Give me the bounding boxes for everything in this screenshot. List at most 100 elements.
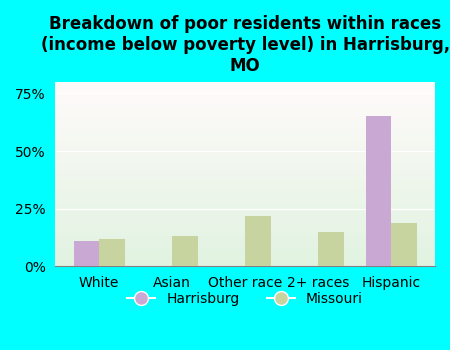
Bar (55, 222, 435, 224)
Bar (55, 200, 435, 202)
Bar (318, 232, 344, 266)
Bar (245, 216, 271, 266)
Bar (55, 128, 435, 130)
Bar (55, 167, 435, 169)
Bar (55, 246, 435, 248)
Bar (55, 180, 435, 182)
Bar (55, 182, 435, 183)
Bar (55, 133, 435, 135)
Bar (55, 135, 435, 137)
Bar (55, 124, 435, 126)
Bar (172, 237, 198, 266)
Bar (55, 244, 435, 246)
Bar (55, 252, 435, 253)
Bar (55, 126, 435, 128)
Bar (55, 89, 435, 91)
Bar (55, 113, 435, 115)
Bar (55, 169, 435, 170)
Bar (55, 178, 435, 180)
Bar (55, 248, 435, 250)
Bar (55, 91, 435, 93)
Bar (55, 193, 435, 194)
Bar (55, 93, 435, 94)
Bar (55, 170, 435, 172)
Bar (55, 165, 435, 167)
Bar (55, 235, 435, 237)
Bar (55, 132, 435, 133)
Bar (55, 209, 435, 211)
Bar (55, 119, 435, 120)
Bar (55, 115, 435, 117)
Bar (55, 130, 435, 132)
Bar (55, 261, 435, 263)
Bar (55, 163, 435, 165)
Bar (55, 265, 435, 266)
Bar (55, 226, 435, 228)
Bar (55, 104, 435, 106)
Bar (55, 110, 435, 111)
Bar (55, 148, 435, 150)
Bar (55, 106, 435, 107)
Bar (55, 263, 435, 265)
Bar (55, 85, 435, 87)
Bar (55, 259, 435, 261)
Bar (55, 174, 435, 176)
Bar (55, 233, 435, 235)
Bar (55, 102, 435, 104)
Bar (55, 122, 435, 124)
Bar (55, 159, 435, 161)
Bar (55, 176, 435, 178)
Bar (55, 207, 435, 209)
Bar (55, 87, 435, 89)
Bar (55, 218, 435, 220)
Bar (55, 211, 435, 213)
Bar (55, 84, 435, 85)
Title: Breakdown of poor residents within races
(income below poverty level) in Harrisb: Breakdown of poor residents within races… (40, 15, 450, 75)
Bar (55, 154, 435, 156)
Bar (55, 228, 435, 230)
Bar (55, 239, 435, 240)
Bar (55, 257, 435, 259)
Bar (55, 150, 435, 152)
Bar (55, 187, 435, 189)
Bar (55, 158, 435, 159)
Bar (55, 141, 435, 143)
Bar (55, 215, 435, 217)
Bar (55, 185, 435, 187)
Bar (55, 111, 435, 113)
Bar (55, 213, 435, 215)
Bar (55, 230, 435, 231)
Bar (55, 194, 435, 196)
Bar (55, 243, 435, 244)
Bar (55, 139, 435, 141)
Bar (55, 205, 435, 207)
Bar (55, 120, 435, 122)
Bar (55, 224, 435, 226)
Bar (55, 183, 435, 185)
Bar (55, 145, 435, 146)
Bar (55, 146, 435, 148)
Legend: Harrisburg, Missouri: Harrisburg, Missouri (122, 286, 369, 311)
Bar (55, 231, 435, 233)
Bar (55, 172, 435, 174)
Bar (55, 250, 435, 252)
Bar (55, 137, 435, 139)
Bar (55, 94, 435, 97)
Bar (55, 152, 435, 154)
Bar (55, 107, 435, 110)
Bar (391, 223, 417, 266)
Bar (55, 202, 435, 204)
Bar (74, 241, 99, 266)
Bar (55, 240, 435, 243)
Bar (55, 161, 435, 163)
Bar (55, 98, 435, 100)
Bar (55, 253, 435, 256)
Bar (55, 97, 435, 98)
Bar (55, 156, 435, 158)
Bar (55, 237, 435, 239)
Bar (55, 198, 435, 200)
Bar (55, 204, 435, 205)
Bar (55, 256, 435, 257)
Bar (55, 82, 435, 84)
Bar (55, 220, 435, 222)
